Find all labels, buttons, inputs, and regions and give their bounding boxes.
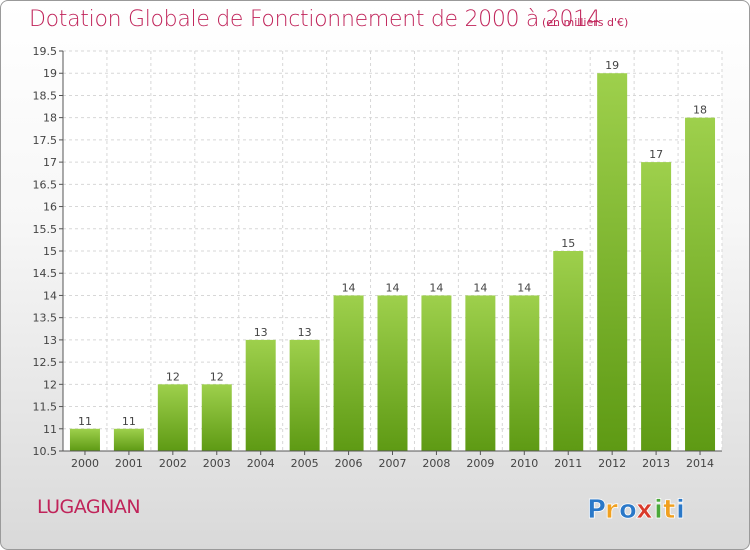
chart-title: Dotation Globale de Fonctionnement de 20… [29,7,601,32]
y-tick-label: 13.5 [33,312,58,325]
bar-value-label: 14 [473,281,487,294]
bar-value-label: 14 [429,281,443,294]
logo-letter: o [619,495,637,525]
x-tick-label: 2006 [335,457,363,470]
y-tick-label: 16.5 [33,178,58,191]
bar-value-label: 15 [561,237,575,250]
bar-value-label: 14 [386,281,400,294]
bar-value-label: 14 [517,281,531,294]
bar [245,339,276,451]
x-tick-label: 2012 [598,457,626,470]
proxiti-logo[interactable]: Pr o x i t i [583,488,693,528]
y-tick-label: 19.5 [33,45,58,58]
bar-value-label: 13 [254,326,268,339]
bar-value-label: 17 [649,148,663,161]
x-tick-label: 2004 [247,457,275,470]
y-tick-label: 18 [43,112,57,125]
x-tick-label: 2010 [510,457,538,470]
y-tick-label: 12 [43,378,57,391]
y-tick-label: 13 [43,334,57,347]
logo-letter: P [587,495,606,525]
y-tick-label: 15 [43,245,57,258]
bar [113,428,144,451]
chart-subtitle: (en milliers d'€) [542,16,629,29]
logo-letter: i [654,495,663,525]
x-tick-label: 2008 [422,457,450,470]
bar-value-label: 12 [210,370,224,383]
bar [553,251,584,451]
bar [289,339,320,451]
bar-value-label: 11 [78,415,92,428]
x-tick-label: 2011 [554,457,582,470]
logo-letter: x [636,495,653,525]
bar [333,295,364,451]
bar-value-label: 13 [298,326,312,339]
x-tick-label: 2003 [203,457,231,470]
y-tick-label: 11 [43,423,57,436]
x-tick-label: 2000 [71,457,99,470]
commune-name: LUGAGNAN [37,496,141,518]
bar [465,295,496,451]
y-tick-label: 15.5 [33,223,58,236]
y-tick-label: 18.5 [33,89,58,102]
x-tick-label: 2007 [379,457,407,470]
bar [69,428,100,451]
bar-value-label: 19 [605,59,619,72]
y-tick-label: 17.5 [33,134,58,147]
y-tick-label: 10.5 [33,445,58,458]
x-tick-label: 2013 [642,457,670,470]
bar-value-label: 18 [693,104,707,117]
bar-value-label: 14 [342,281,356,294]
logo-letter: r [605,495,618,525]
bar [509,295,540,451]
y-tick-label: 17 [43,156,57,169]
y-tick-label: 14 [43,289,57,302]
bar [685,117,716,452]
y-tick-label: 11.5 [33,401,58,414]
logo-letter: t [663,495,675,525]
bar [641,162,672,451]
bar [377,295,408,451]
bar-value-label: 11 [122,415,136,428]
x-tick-label: 2005 [291,457,319,470]
bar [421,295,452,451]
x-tick-label: 2002 [159,457,187,470]
y-tick-label: 19 [43,67,57,80]
x-tick-label: 2014 [686,457,714,470]
y-tick-label: 16 [43,201,57,214]
bar [597,73,628,451]
logo-letter: i [676,495,685,525]
bar [201,384,232,451]
x-tick-label: 2009 [466,457,494,470]
bar [157,384,188,451]
y-tick-label: 12.5 [33,356,58,369]
y-tick-label: 14.5 [33,267,58,280]
bar-value-label: 12 [166,370,180,383]
x-tick-label: 2001 [115,457,143,470]
